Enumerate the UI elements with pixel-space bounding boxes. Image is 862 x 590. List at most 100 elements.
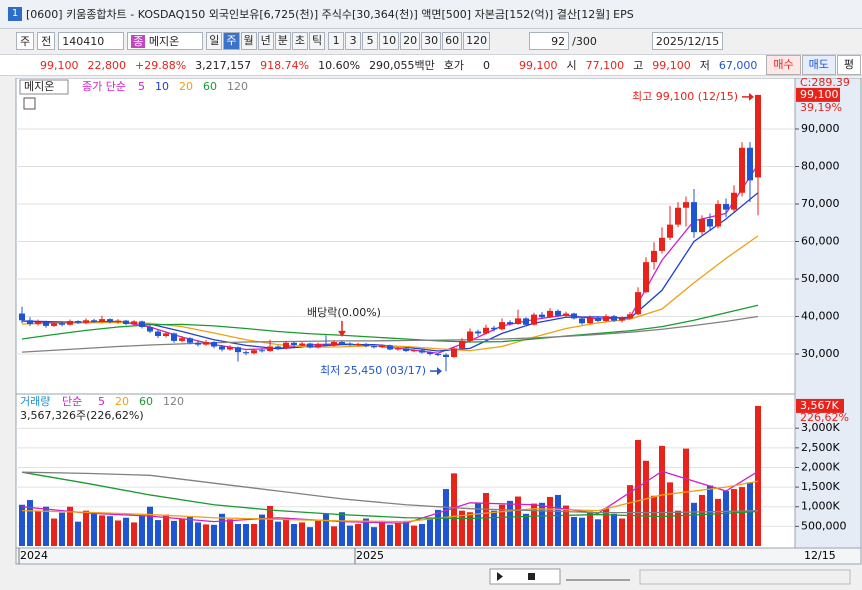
volume-rate: 918.74% xyxy=(260,58,310,72)
volume-bar xyxy=(395,522,401,546)
legend-entry: 5 xyxy=(98,395,105,408)
legend-entry: 60 xyxy=(139,395,153,408)
toolbar-button[interactable]: 월 xyxy=(240,32,257,50)
volume-bar xyxy=(235,524,241,546)
toolbar-button[interactable]: 초 xyxy=(291,32,308,50)
toolbar-button[interactable]: 일 xyxy=(206,32,223,50)
low-label: 저 xyxy=(699,59,710,72)
scroll-controls xyxy=(489,568,851,585)
last-rate-label: 39,19% xyxy=(800,101,842,114)
candle-body xyxy=(555,310,561,316)
legend-entry: 20 xyxy=(179,80,193,93)
candle-body xyxy=(635,292,641,315)
y-tick-label: 50,000 xyxy=(801,272,840,285)
ask-label: 호가 xyxy=(443,59,465,72)
toolbar-button[interactable]: 20 xyxy=(400,32,421,50)
low: 67,000 xyxy=(718,58,758,72)
low-annotation: 최저 25,450 (03/17) xyxy=(320,364,426,377)
volume-bar xyxy=(379,520,385,546)
volume-bar xyxy=(699,494,705,546)
candle-body xyxy=(195,342,201,345)
volume-bar xyxy=(243,524,249,546)
legend-name-box xyxy=(19,79,69,95)
volume-bar xyxy=(83,510,89,546)
sell-button[interactable]: 매도 xyxy=(801,55,836,75)
avg-button[interactable]: 평 xyxy=(836,55,862,75)
y-tick-label: 2,000K xyxy=(801,460,840,473)
table-icon[interactable] xyxy=(23,97,36,110)
toolbar-button[interactable]: 분 xyxy=(274,32,291,50)
play-icon[interactable] xyxy=(497,572,503,581)
candle-body xyxy=(747,147,753,181)
volume-bar xyxy=(171,520,177,546)
toolbar-button[interactable]: 10 xyxy=(379,32,400,50)
volume-bar xyxy=(739,487,745,546)
candle-body xyxy=(739,147,745,193)
name-badge: 종 xyxy=(131,35,146,48)
quote-bar: 99,100 22,800 +29.88% 3,217,157 918.74% … xyxy=(0,54,862,76)
candle-body xyxy=(579,318,585,324)
high-arrow-head xyxy=(749,92,754,101)
volume: 3,217,157 xyxy=(195,58,252,72)
toolbar-button[interactable]: 60 xyxy=(442,32,463,50)
candle-body xyxy=(691,202,697,233)
legend-entry: 60 xyxy=(203,80,217,93)
volume-bar xyxy=(715,498,721,546)
toolbar-button[interactable]: 120 xyxy=(463,32,491,50)
toolbar-button[interactable]: 30 xyxy=(421,32,442,50)
name-field: 종 메지온 xyxy=(127,32,204,50)
code-input[interactable]: 140410 xyxy=(58,32,125,50)
candle-body xyxy=(339,342,345,344)
volume-bar xyxy=(251,524,257,546)
volume-bar xyxy=(499,504,505,546)
high-annotation: 최고 99,100 (12/15) xyxy=(632,90,738,103)
volume-bar xyxy=(523,513,529,546)
toolbar-button[interactable]: 3 xyxy=(345,32,362,50)
candle-body xyxy=(411,350,417,352)
candle-body xyxy=(163,333,169,337)
legend-ma-label: 종가 단순 xyxy=(82,80,126,93)
candle-body xyxy=(563,313,569,316)
toolbar-button[interactable]: 1 xyxy=(328,32,345,50)
volume-bar xyxy=(707,485,713,546)
toolbar-button[interactable]: 틱 xyxy=(309,32,326,50)
volume-bar xyxy=(587,511,593,546)
stop-icon[interactable] xyxy=(528,573,535,580)
candle-body xyxy=(443,354,449,358)
scope-select[interactable]: 전 xyxy=(37,32,56,50)
y-tick-label: 60,000 xyxy=(801,235,840,248)
candle-body xyxy=(499,322,505,330)
toolbar-button[interactable]: 5 xyxy=(362,32,379,50)
market-select[interactable]: 주 xyxy=(16,32,35,50)
candle-body xyxy=(347,343,353,346)
bid: 99,100 xyxy=(519,58,558,72)
volume-bar xyxy=(483,492,489,546)
volume-bar xyxy=(299,522,305,546)
toolbar-button[interactable]: 년 xyxy=(257,32,274,50)
price: 99,100 xyxy=(40,58,79,72)
buy-button[interactable]: 매수 xyxy=(766,55,801,75)
candle-body xyxy=(203,342,209,345)
play-controls[interactable] xyxy=(489,568,561,585)
y-tick-label: 1,000K xyxy=(801,500,840,513)
date-input[interactable]: 2025/12/15 xyxy=(651,32,724,50)
volume-bar xyxy=(163,514,169,546)
candle-body xyxy=(235,347,241,353)
bottom-bar xyxy=(0,566,862,588)
change: 22,800 xyxy=(87,58,127,72)
candle-body xyxy=(299,343,305,346)
legend-name: 메지온 xyxy=(24,80,54,93)
tool-icons[interactable] xyxy=(639,569,851,585)
candle-body xyxy=(27,320,33,325)
volume-bar xyxy=(211,524,217,546)
last-price-box xyxy=(796,87,840,102)
price-panel xyxy=(15,78,796,395)
volume-bar xyxy=(19,504,25,546)
toolbar-button[interactable]: 주 xyxy=(223,32,240,50)
volume-bar xyxy=(43,506,49,546)
volume-bar xyxy=(283,517,289,546)
moving-average-line xyxy=(21,480,759,523)
volume-bar xyxy=(187,516,193,546)
count-input[interactable]: 92 xyxy=(529,32,570,50)
